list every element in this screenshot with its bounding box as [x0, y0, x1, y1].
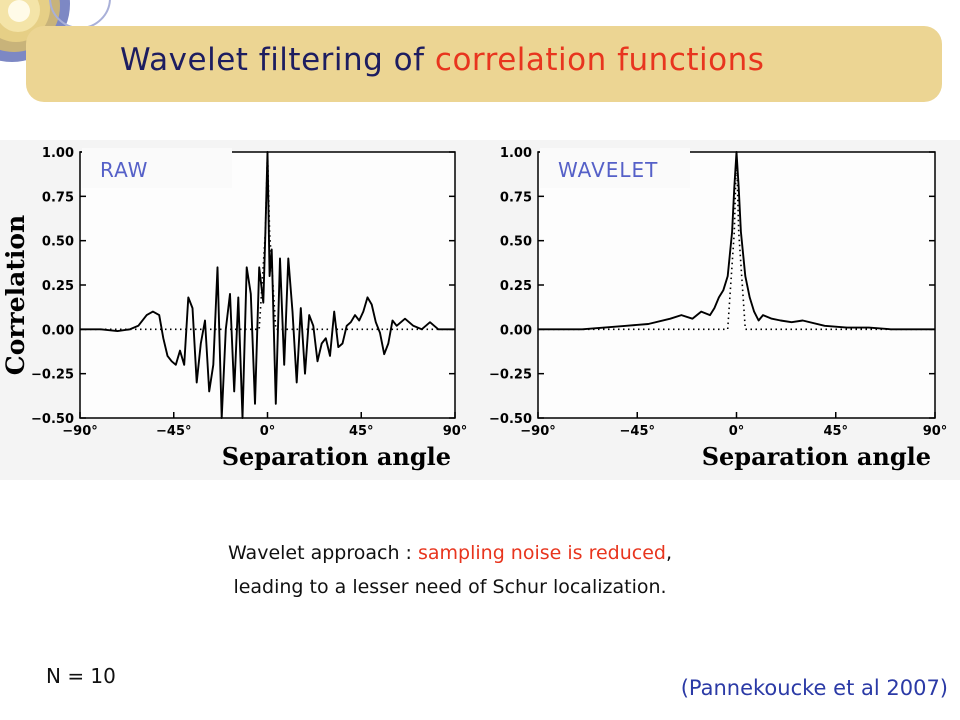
raw-y-tick-label: 0.75 [42, 190, 74, 205]
wavelet-y-tick-label: 0.75 [500, 190, 532, 205]
sample-size-label: N = 10 [46, 664, 116, 688]
title-banner [26, 26, 942, 102]
raw-correlation-chart: 1.00 0.75 0.50 0.25 0.00 −0.25 −0.50 −90° −45° 0°… [0, 140, 490, 480]
wavelet-x-tick-label: 90° [923, 424, 948, 439]
wavelet-panel-label: WAVELET [558, 158, 658, 182]
raw-chart-svg: 1.00 0.75 0.50 0.25 0.00 −0.25 −0.50−90° −45° 0°… [0, 140, 490, 480]
raw-y-tick-label: 1.00 [42, 146, 74, 161]
raw-x-tick-label: 0° [260, 424, 276, 439]
wavelet-correlation-chart: 1.00 0.75 0.50 0.25 0.00 −0.25 −0.50 −90° −45° 0°… [478, 140, 960, 480]
raw-panel-label-box [82, 148, 232, 188]
wavelet-plot-frame [537, 151, 936, 419]
caption-line-2: leading to a lesser need of Schur locali… [233, 576, 667, 598]
citation: (Pannekoucke et al 2007) [680, 676, 948, 700]
caption-prefix: Wavelet approach : [227, 542, 418, 564]
raw-x-tick-label: 45° [349, 424, 374, 439]
raw-x-tick-label: −90° [62, 424, 97, 439]
caption: Wavelet approach : sampling noise is red… [0, 536, 900, 604]
raw-x-axis-label: Separation angle [222, 442, 451, 471]
wavelet-y-tick-label: −0.50 [489, 412, 532, 427]
raw-y-tick-label: 0.25 [42, 279, 74, 294]
wavelet-y-tick-label: 0.50 [500, 235, 532, 250]
caption-highlight: sampling noise is reduced [417, 542, 666, 564]
raw-y-tick-label: −0.25 [31, 368, 74, 383]
caption-suffix: , [665, 542, 673, 564]
title-accent-text: correlation functions [434, 42, 765, 78]
slide-title: Wavelet filtering of correlation functio… [120, 42, 764, 78]
wavelet-y-tick-label: 1.00 [500, 146, 532, 161]
raw-y-axis-label: Correlation [1, 215, 30, 375]
wavelet-x-tick-label: 45° [823, 424, 848, 439]
raw-y-tick-label: 0.00 [42, 323, 74, 338]
wavelet-panel-label-box [540, 148, 690, 188]
raw-series-solid [80, 151, 455, 419]
raw-y-tick-label: −0.50 [31, 412, 74, 427]
raw-y-tick-label: 0.50 [42, 235, 74, 250]
wavelet-x-tick-label: −90° [520, 424, 555, 439]
wavelet-x-tick-label: −45° [620, 424, 655, 439]
wavelet-x-axis-label: Separation angle [702, 442, 931, 471]
title-main-text: Wavelet filtering of [120, 42, 435, 78]
wavelet-chart-svg: 1.00 0.75 0.50 0.25 0.00 −0.25 −0.50−90° −45° 0°… [478, 140, 960, 480]
wavelet-y-tick-label: 0.00 [500, 323, 532, 338]
raw-x-tick-label: −45° [156, 424, 191, 439]
raw-x-tick-label: 90° [443, 424, 468, 439]
wavelet-y-tick-label: 0.25 [500, 279, 532, 294]
wavelet-y-tick-label: −0.25 [489, 368, 532, 383]
wavelet-x-tick-label: 0° [729, 424, 745, 439]
raw-panel-label: RAW [100, 158, 148, 182]
